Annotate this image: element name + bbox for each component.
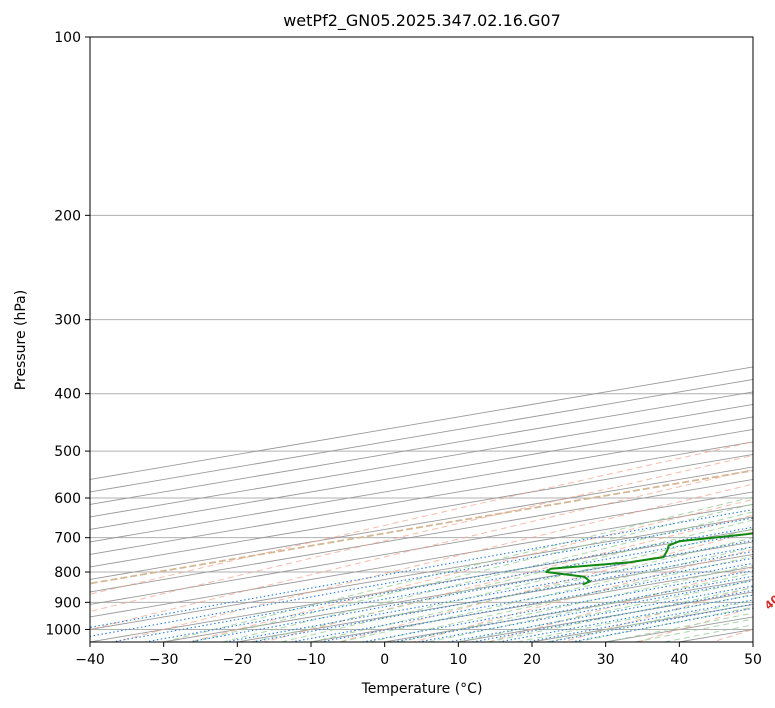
- plot-frame: [89, 36, 754, 643]
- isotherm-line: [90, 428, 753, 543]
- mixing-ratio-line: [144, 532, 753, 642]
- x-tick-label: −20: [223, 652, 253, 668]
- y-tick-label: 900: [54, 595, 81, 611]
- y-axis-label: Pressure (hPa): [13, 290, 29, 390]
- mixing-ratio-line: [252, 550, 753, 642]
- y-tick-label: 700: [54, 531, 81, 547]
- moist-adiabat-line: [516, 593, 753, 642]
- x-axis-label: Temperature (°C): [361, 681, 483, 697]
- background-lines: [90, 37, 753, 642]
- x-tick-label: −10: [296, 652, 326, 668]
- dry-adiabat-line: [488, 567, 753, 642]
- x-axis: −40 −30 −20 −10 0 10 20 30 40 50: [75, 642, 762, 668]
- y-tick-label: 600: [54, 491, 81, 507]
- dry-adiabat-line: [413, 548, 753, 642]
- x-tick-label: −30: [149, 652, 179, 668]
- isotherm-line: [90, 491, 753, 605]
- x-tick-label: 10: [449, 652, 467, 668]
- profile-lines: [545, 532, 753, 586]
- moist-adiabat-label: 40: [762, 592, 775, 612]
- moist-adiabat-line: [487, 587, 753, 642]
- x-tick-label: 20: [523, 652, 541, 668]
- mixing-ratio-line: [291, 557, 753, 642]
- moist-adiabat-line: [369, 555, 753, 642]
- dry-adiabat-line: [90, 441, 753, 595]
- moist-adiabat-line: [340, 546, 753, 642]
- chart-title: wetPf2_GN05.2025.347.02.16.G07: [283, 11, 561, 31]
- x-tick-label: 0: [380, 652, 389, 668]
- lcl-curve: [90, 469, 753, 585]
- y-tick-label: 200: [54, 208, 81, 224]
- y-tick-label: 800: [54, 565, 81, 581]
- isotherm-line: [90, 516, 753, 630]
- isotherm-line: [752, 641, 753, 642]
- x-tick-label: 30: [597, 652, 615, 668]
- mixing-ratio-line: [225, 546, 753, 642]
- y-tick-label: 400: [54, 387, 81, 403]
- annotations: 0.10.20.40.611.52346810131620253036-100-…: [762, 592, 775, 612]
- dry-adiabat-line: [189, 498, 753, 642]
- dry-adiabat-line: [562, 586, 753, 642]
- x-tick-label: 40: [670, 652, 688, 668]
- moist-adiabat-line: [163, 496, 753, 642]
- y-tick-label: 100: [54, 30, 81, 46]
- dewpoint-profile-line: [545, 532, 753, 586]
- isotherm-line: [90, 478, 753, 593]
- moist-adiabat-line: [281, 528, 753, 642]
- dry-adiabat-line: [114, 483, 753, 642]
- isotherm-line: [90, 441, 753, 555]
- y-tick-label: 300: [54, 313, 81, 329]
- y-tick-label: 500: [54, 444, 81, 460]
- mixing-ratio-line: [90, 517, 753, 637]
- x-tick-label: 50: [744, 652, 762, 668]
- dry-adiabat-line: [90, 469, 753, 630]
- isotherm-line: [90, 503, 753, 618]
- y-axis: 100 200 300 400 500 600 700 800 900 1000: [45, 30, 90, 638]
- moist-adiabat-line: [251, 519, 753, 642]
- isotherm-line: [90, 453, 753, 568]
- x-tick-label: −40: [75, 652, 105, 668]
- y-tick-label: 1000: [45, 622, 81, 638]
- moist-adiabat-line: [428, 572, 753, 642]
- mixing-ratio-line: [320, 562, 753, 642]
- plot-area: [90, 37, 753, 642]
